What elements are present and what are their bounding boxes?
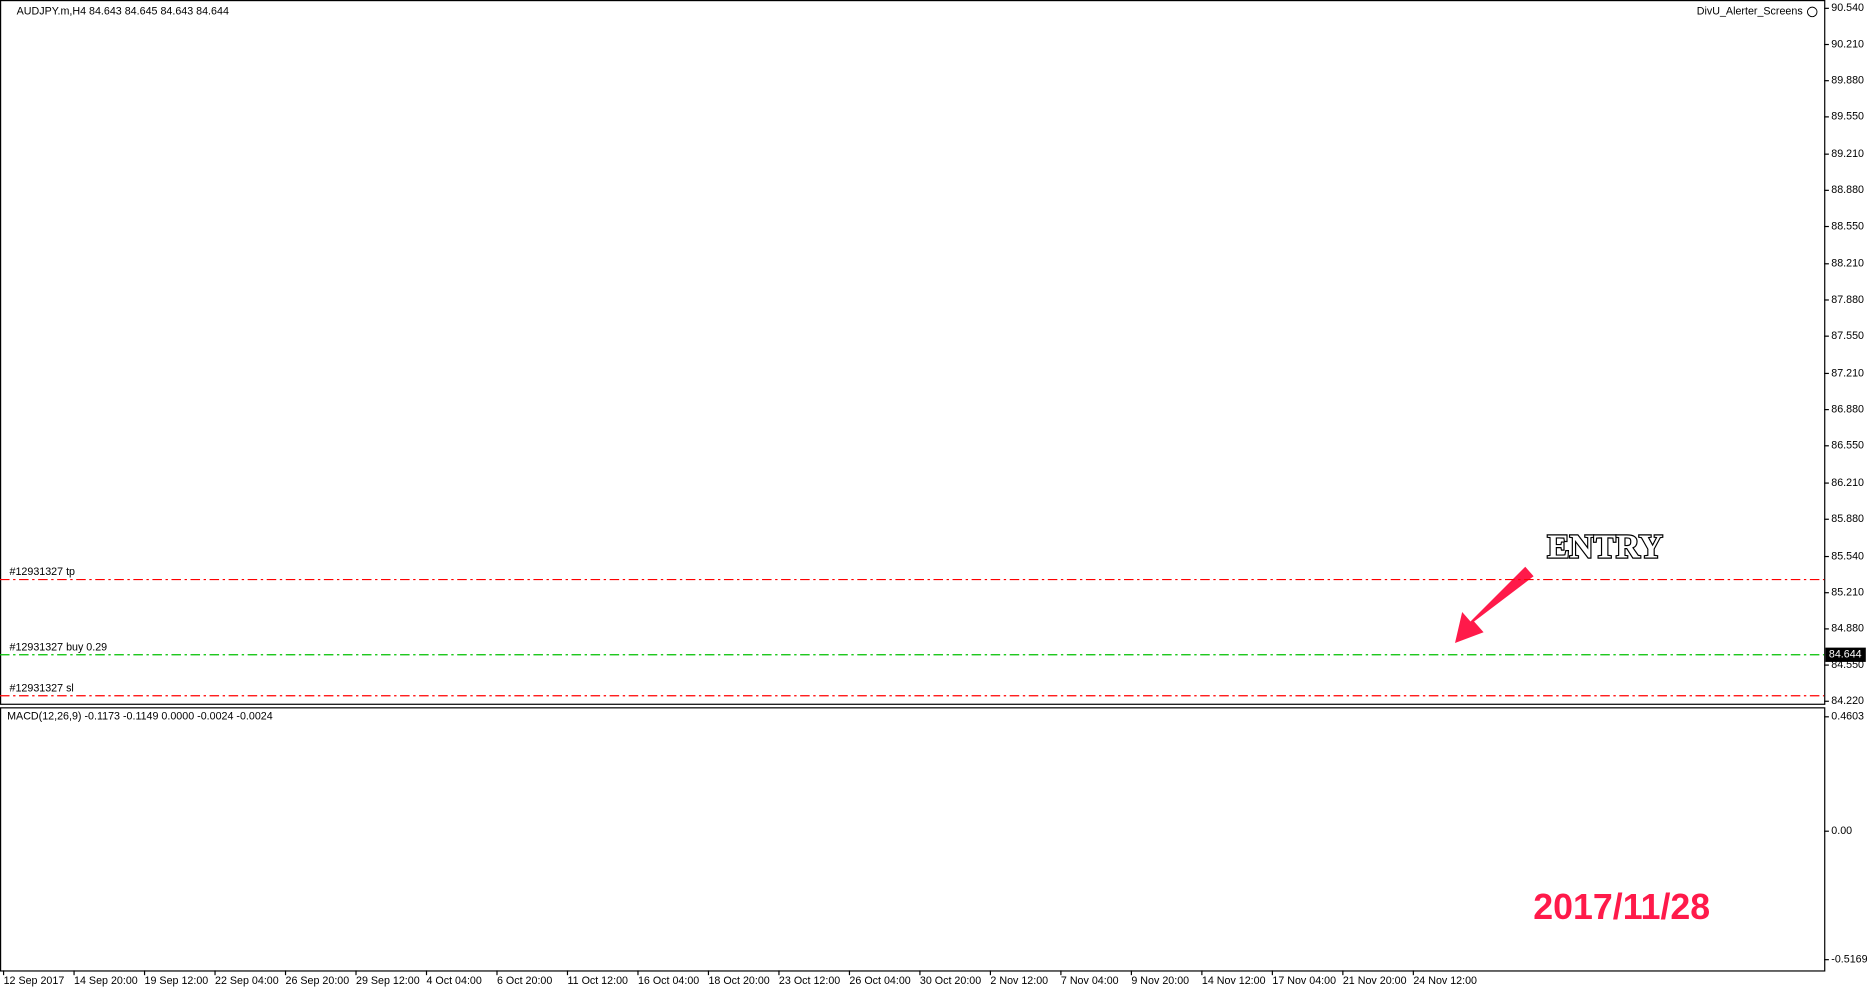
macd-title: MACD(12,26,9) -0.1173 -0.1149 0.0000 -0.… [7,711,273,723]
y-tick-label: 85.210 [1831,587,1864,599]
y-tick-label: 85.540 [1831,550,1864,562]
y-tick-label: 86.880 [1831,403,1864,415]
y-tick-label: 88.550 [1831,220,1864,232]
chart-title: AUDJPY.m,H4 84.643 84.645 84.643 84.644 [17,6,229,18]
x-tick-label: 17 Nov 04:00 [1272,975,1336,987]
y-tick-label: 0.4603 [1831,711,1864,723]
y-tick-label: 87.210 [1831,367,1864,379]
x-tick-label: 26 Oct 04:00 [849,975,910,987]
last-price-label: 84.644 [1829,649,1862,661]
order-level-label: #12931327 buy 0.29 [10,641,108,653]
x-tick-label: 11 Oct 12:00 [567,975,628,987]
y-tick-label: 0.00 [1831,825,1852,837]
order-level-label: #12931327 tp [10,566,76,578]
y-tick-label: 84.220 [1831,695,1864,707]
order-level-label: #12931327 sl [10,682,74,694]
y-tick-label: 84.550 [1831,659,1864,671]
y-tick-label: 86.210 [1831,477,1864,489]
x-tick-label: 9 Nov 20:00 [1131,975,1189,987]
x-tick-label: 4 Oct 04:00 [427,975,482,987]
date-annotation: 2017/11/28 [1533,887,1710,927]
y-tick-label: 89.210 [1831,148,1864,160]
x-tick-label: 21 Nov 20:00 [1343,975,1407,987]
indicator-icon [1806,6,1818,18]
macd-panel-frame [0,707,1826,972]
y-tick-label: 87.880 [1831,294,1864,306]
x-tick-label: 19 Sep 12:00 [145,975,209,987]
y-tick-label: 87.550 [1831,330,1864,342]
y-tick-label: 90.210 [1831,38,1864,50]
x-tick-label: 14 Nov 12:00 [1202,975,1266,987]
x-tick-label: 23 Oct 12:00 [779,975,840,987]
x-tick-label: 6 Oct 20:00 [497,975,552,987]
y-tick-label: 90.540 [1831,2,1864,14]
y-tick-label: 88.210 [1831,258,1864,270]
x-tick-label: 24 Nov 12:00 [1413,975,1477,987]
x-tick-label: 2 Nov 12:00 [990,975,1048,987]
last-price-box [1825,647,1866,662]
y-tick-label: 84.880 [1831,623,1864,635]
y-tick-label: 86.550 [1831,440,1864,452]
x-tick-label: 14 Sep 20:00 [74,975,138,987]
y-tick-label: 85.880 [1831,513,1864,525]
x-tick-label: 12 Sep 2017 [4,975,65,987]
y-tick-label: 89.550 [1831,111,1864,123]
y-tick-label: -0.5169 [1831,953,1867,965]
y-tick-label: 88.880 [1831,184,1864,196]
indicator-name: DivU_Alerter_Screens [1697,6,1803,18]
x-tick-label: 26 Sep 20:00 [286,975,350,987]
x-tick-label: 18 Oct 20:00 [708,975,769,987]
price-panel-frame [0,0,1826,705]
entry-arrow [1455,566,1534,643]
x-tick-label: 30 Oct 20:00 [920,975,981,987]
x-tick-label: 22 Sep 04:00 [215,975,279,987]
x-tick-label: 29 Sep 12:00 [356,975,420,987]
x-tick-label: 16 Oct 04:00 [638,975,699,987]
entry-annotation: ENTRY [1547,529,1663,566]
y-tick-label: 89.880 [1831,75,1864,87]
x-tick-label: 7 Nov 04:00 [1061,975,1119,987]
